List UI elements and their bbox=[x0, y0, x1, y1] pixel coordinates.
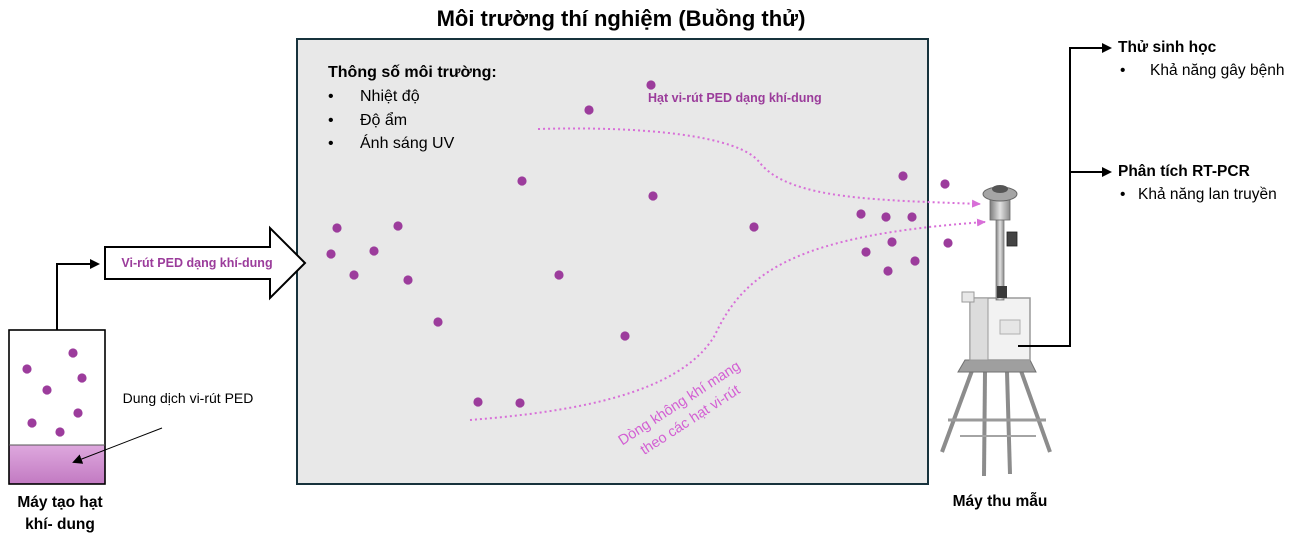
environment-params-heading: Thông số môi trường: bbox=[328, 64, 497, 81]
particle bbox=[515, 398, 525, 408]
output-rtpcr-item: • Khả năng lan truyền bbox=[1120, 186, 1277, 203]
particle bbox=[648, 191, 658, 201]
param-label: Độ ẩm bbox=[360, 112, 408, 129]
particle bbox=[326, 249, 336, 259]
particle bbox=[749, 222, 759, 232]
test-chamber bbox=[296, 38, 929, 485]
particle bbox=[27, 418, 37, 428]
param-uv-light: • Ánh sáng UV bbox=[328, 135, 455, 152]
particle bbox=[620, 331, 630, 341]
sampler-label: Máy thu mẫu bbox=[952, 493, 1048, 510]
particle bbox=[42, 385, 52, 395]
generator-label: Máy tạo hạt khí- dung bbox=[17, 494, 103, 533]
aerosol-input-arrow bbox=[104, 225, 307, 301]
diagram-title: Môi trường thí nghiệm (Buồng thử) bbox=[436, 6, 806, 31]
particle bbox=[887, 237, 897, 247]
aerosol-input-label: Vi-rút PED dạng khí-dung bbox=[121, 256, 273, 270]
param-label: Nhiệt độ bbox=[360, 88, 420, 105]
particle bbox=[907, 212, 917, 222]
aerosol-particle-label: Hạt vi-rút PED dạng khí-dung bbox=[648, 91, 822, 105]
air-sampler-device bbox=[940, 185, 1052, 477]
generator-particles bbox=[22, 348, 87, 437]
particle bbox=[77, 373, 87, 383]
particle bbox=[554, 270, 564, 280]
particle bbox=[73, 408, 83, 418]
output-connector bbox=[1018, 43, 1112, 347]
particle bbox=[517, 176, 527, 186]
generator-liquid bbox=[9, 445, 105, 484]
generator-connector bbox=[56, 259, 100, 330]
particle bbox=[881, 212, 891, 222]
particle bbox=[393, 221, 403, 231]
particle bbox=[584, 105, 594, 115]
particle bbox=[856, 209, 866, 219]
particle bbox=[332, 223, 342, 233]
particle bbox=[369, 246, 379, 256]
output-item-label: Khả năng gây bệnh bbox=[1150, 62, 1285, 79]
particle bbox=[883, 266, 893, 276]
particle bbox=[473, 397, 483, 407]
particle bbox=[943, 238, 953, 248]
param-humidity: • Độ ẩm bbox=[328, 112, 408, 129]
particle bbox=[55, 427, 65, 437]
particle bbox=[910, 256, 920, 266]
particle bbox=[349, 270, 359, 280]
aerosol-particles bbox=[326, 80, 953, 408]
particle bbox=[433, 317, 443, 327]
particle bbox=[898, 171, 908, 181]
particle bbox=[403, 275, 413, 285]
solution-label: Dung dịch vi-rút PED bbox=[122, 390, 254, 406]
output-item-label: Khả năng lan truyền bbox=[1138, 186, 1277, 203]
output-bioassay-heading: Thử sinh học bbox=[1118, 39, 1217, 56]
solution-pointer bbox=[72, 427, 163, 464]
particle bbox=[861, 247, 871, 257]
output-bioassay-item: • Khả năng gây bệnh bbox=[1120, 62, 1285, 79]
param-label: Ánh sáng UV bbox=[360, 135, 455, 152]
particle bbox=[68, 348, 78, 358]
particle bbox=[22, 364, 32, 374]
output-rtpcr-heading: Phân tích RT-PCR bbox=[1118, 163, 1250, 180]
particle bbox=[940, 179, 950, 189]
particle bbox=[646, 80, 656, 90]
param-temperature: • Nhiệt độ bbox=[328, 88, 420, 105]
